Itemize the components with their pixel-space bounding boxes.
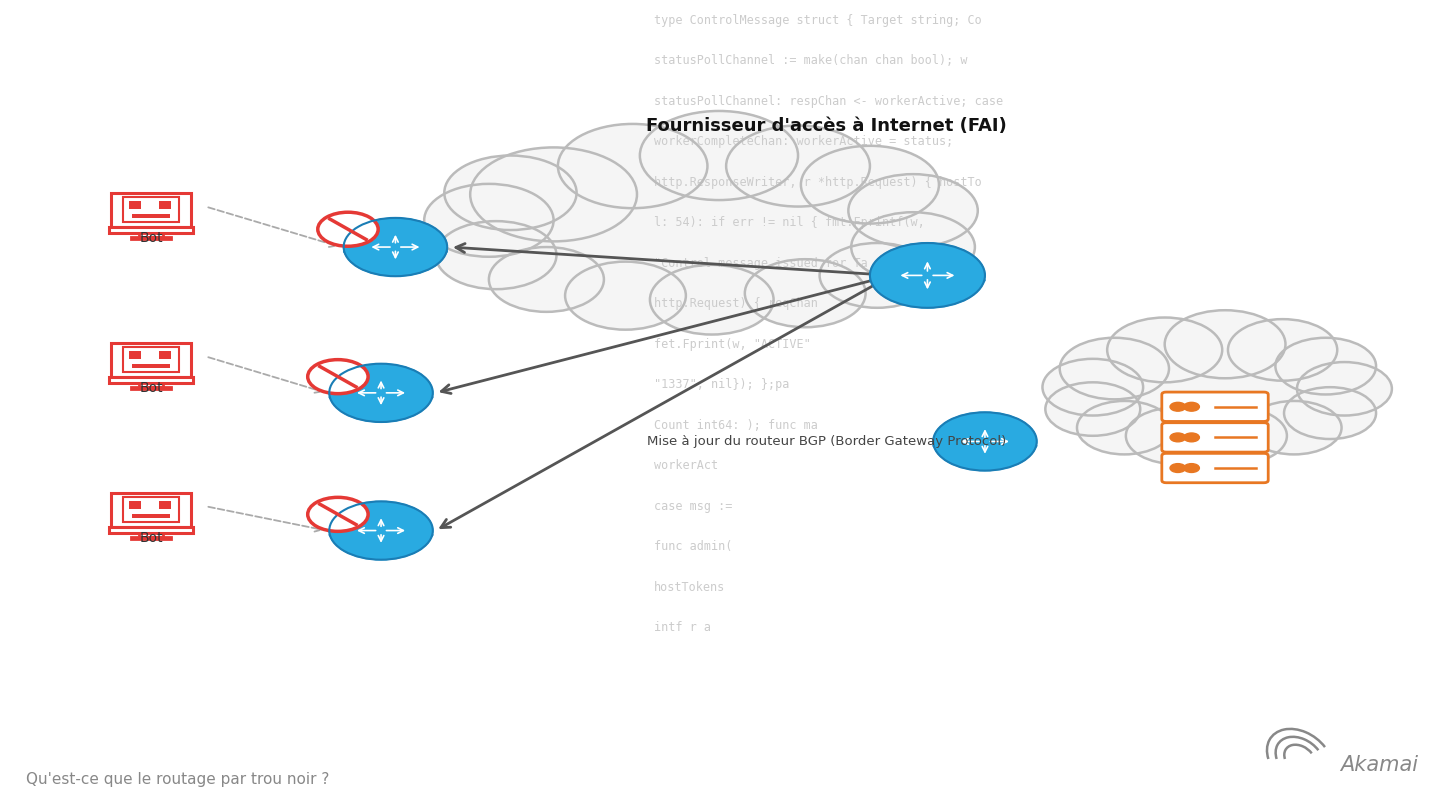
Bar xyxy=(131,514,170,518)
Circle shape xyxy=(1171,403,1185,411)
Circle shape xyxy=(1107,318,1223,382)
FancyBboxPatch shape xyxy=(1162,392,1269,421)
Circle shape xyxy=(1165,310,1286,378)
Text: Count int64: ); func ma: Count int64: ); func ma xyxy=(654,419,818,432)
Circle shape xyxy=(1126,407,1227,464)
Bar xyxy=(109,526,193,533)
Circle shape xyxy=(308,360,369,394)
Bar xyxy=(111,492,190,526)
Bar xyxy=(131,214,170,218)
Text: fet.Fprint(w, "ACTIVE": fet.Fprint(w, "ACTIVE" xyxy=(654,338,811,351)
Circle shape xyxy=(1276,338,1377,394)
Circle shape xyxy=(330,501,433,560)
FancyBboxPatch shape xyxy=(1162,454,1269,483)
Bar xyxy=(140,533,163,537)
Ellipse shape xyxy=(330,390,433,404)
Circle shape xyxy=(1171,433,1185,441)
Text: workerCompleteChan: workerActive = status;: workerCompleteChan: workerActive = statu… xyxy=(654,135,953,148)
Ellipse shape xyxy=(933,438,1037,453)
Circle shape xyxy=(1171,463,1185,472)
Circle shape xyxy=(1045,382,1140,436)
Text: Mise à jour du routeur BGP (Border Gateway Protocol): Mise à jour du routeur BGP (Border Gatew… xyxy=(647,435,1007,448)
Bar xyxy=(109,377,193,383)
Circle shape xyxy=(436,221,556,289)
Ellipse shape xyxy=(344,244,448,258)
Bar xyxy=(109,227,193,233)
Circle shape xyxy=(1284,387,1377,439)
Bar xyxy=(131,237,171,239)
Text: statusPollChannel: respChan <- workerActive; case: statusPollChannel: respChan <- workerAct… xyxy=(654,95,1004,108)
Circle shape xyxy=(1060,338,1169,399)
Circle shape xyxy=(471,147,636,241)
Circle shape xyxy=(1184,403,1200,411)
Circle shape xyxy=(1184,433,1200,441)
Circle shape xyxy=(851,212,975,282)
Text: intf r a: intf r a xyxy=(654,621,711,634)
Bar xyxy=(160,501,171,509)
Circle shape xyxy=(308,497,369,531)
Bar xyxy=(124,497,179,522)
Text: Fournisseur d'accès à Internet (FAI): Fournisseur d'accès à Internet (FAI) xyxy=(647,117,1007,134)
Circle shape xyxy=(425,184,553,257)
Circle shape xyxy=(564,262,685,330)
Text: "Control message issued for Ta: "Control message issued for Ta xyxy=(654,257,868,270)
Bar xyxy=(160,351,171,359)
Bar xyxy=(124,197,179,223)
Text: Bot: Bot xyxy=(140,531,163,544)
Text: type ControlMessage struct { Target string; Co: type ControlMessage struct { Target stri… xyxy=(654,14,982,27)
Circle shape xyxy=(801,146,939,224)
Circle shape xyxy=(1297,362,1392,416)
Circle shape xyxy=(344,218,448,276)
Bar xyxy=(128,501,141,509)
Text: hostTokens: hostTokens xyxy=(654,581,726,594)
Circle shape xyxy=(848,174,978,247)
Ellipse shape xyxy=(870,272,985,288)
Polygon shape xyxy=(490,156,913,300)
Text: Akamai: Akamai xyxy=(1341,756,1418,775)
Text: func admin(: func admin( xyxy=(654,540,733,553)
Circle shape xyxy=(744,259,865,327)
Text: Qu'est-ce que le routage par trou noir ?: Qu'est-ce que le routage par trou noir ? xyxy=(26,772,330,787)
Circle shape xyxy=(726,126,870,207)
Circle shape xyxy=(1043,359,1143,416)
Circle shape xyxy=(649,265,773,335)
Bar xyxy=(140,383,163,387)
Bar xyxy=(140,233,163,237)
Bar xyxy=(131,537,171,539)
FancyBboxPatch shape xyxy=(1162,423,1269,452)
Circle shape xyxy=(445,156,576,230)
Bar xyxy=(124,347,179,373)
Bar xyxy=(131,387,171,389)
Circle shape xyxy=(557,124,707,208)
Circle shape xyxy=(490,247,603,312)
Ellipse shape xyxy=(330,527,433,542)
Circle shape xyxy=(1247,401,1342,454)
Text: http.Request) { reqChan: http.Request) { reqChan xyxy=(654,297,818,310)
Circle shape xyxy=(639,111,798,200)
Bar xyxy=(111,193,190,227)
Text: Bot: Bot xyxy=(140,381,163,394)
Circle shape xyxy=(1077,401,1172,454)
Text: statusPollChannel := make(chan chan bool); w: statusPollChannel := make(chan chan bool… xyxy=(654,54,968,67)
Circle shape xyxy=(1187,407,1287,464)
Circle shape xyxy=(870,243,985,308)
Text: l: 54): if err != nil { fmt.Fprintf(w,: l: 54): if err != nil { fmt.Fprintf(w, xyxy=(654,216,924,229)
Circle shape xyxy=(933,412,1037,471)
Bar xyxy=(131,364,170,368)
Bar xyxy=(160,201,171,209)
Circle shape xyxy=(330,364,433,422)
Text: workerAct: workerAct xyxy=(654,459,719,472)
Bar xyxy=(128,201,141,209)
Text: http.ResponseWriter, r *http.Request) { hostTo: http.ResponseWriter, r *http.Request) { … xyxy=(654,176,982,189)
Circle shape xyxy=(819,243,935,308)
Polygon shape xyxy=(1093,344,1345,436)
Text: "1337", nil}); };pa: "1337", nil}); };pa xyxy=(654,378,789,391)
Circle shape xyxy=(318,212,379,246)
Circle shape xyxy=(1184,463,1200,472)
Text: Bot: Bot xyxy=(140,231,163,245)
Text: case msg :=: case msg := xyxy=(654,500,733,513)
Bar xyxy=(128,351,141,359)
Circle shape xyxy=(1228,319,1338,381)
Bar xyxy=(111,343,190,377)
